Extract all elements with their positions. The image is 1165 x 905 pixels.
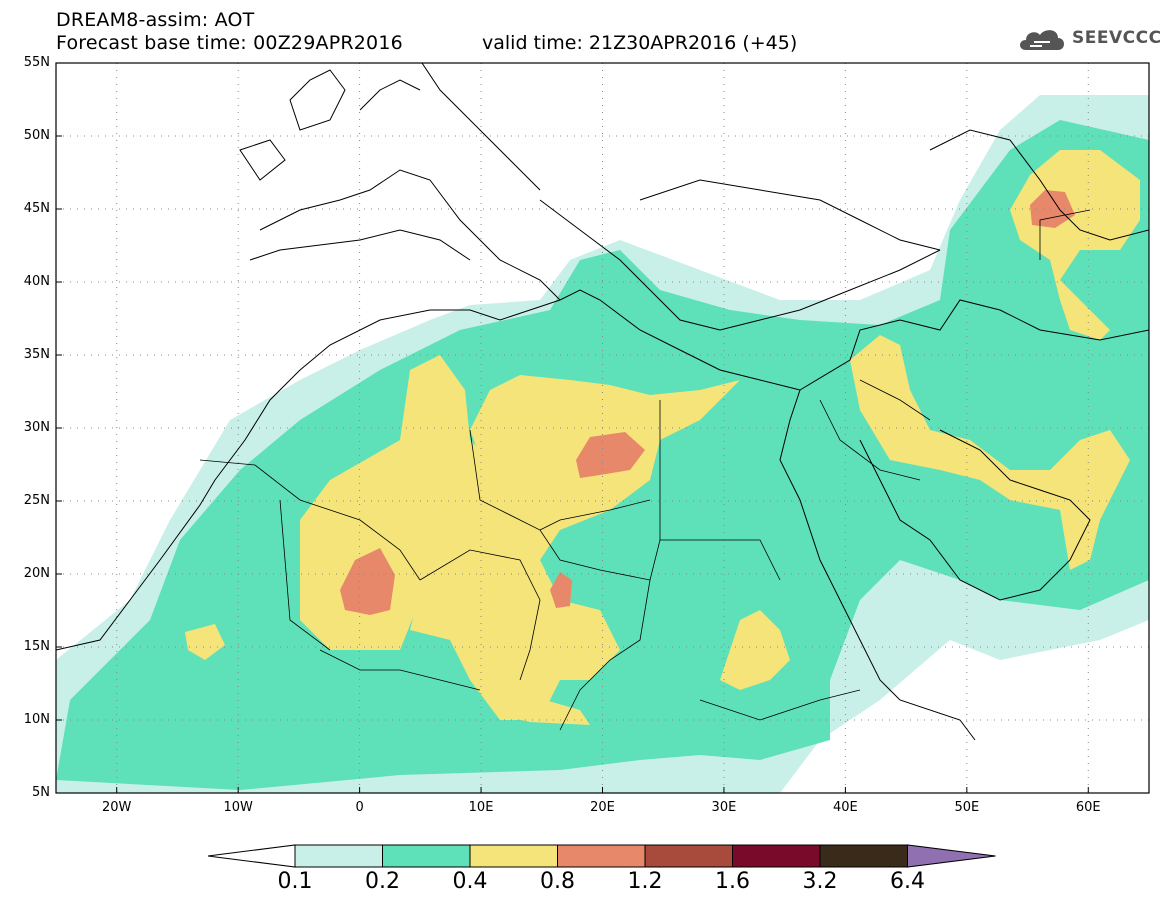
lon-label: 10W	[223, 800, 253, 815]
colorbar-label: 0.2	[365, 869, 400, 894]
lat-label: 25N	[23, 493, 50, 508]
lon-label: 60E	[1075, 800, 1101, 815]
lat-label: 45N	[23, 201, 50, 216]
aot-contour-0.4-central	[410, 375, 740, 720]
colorbar-under-arrow	[207, 844, 296, 868]
colorbar-label: 0.1	[277, 869, 313, 894]
colorbar-label: 1.2	[627, 869, 663, 894]
lat-label: 10N	[23, 712, 50, 727]
coastlines	[56, 63, 1149, 741]
lat-label: 55N	[23, 55, 50, 70]
lat-label: 30N	[23, 420, 50, 435]
country-borders	[199, 209, 1091, 731]
aot-contour-0.8-d	[1030, 190, 1075, 228]
lat-label: 5N	[32, 785, 50, 800]
lon-label: 30E	[711, 800, 737, 815]
aot-contour-0.4-east	[850, 335, 1130, 570]
lon-label: 20W	[102, 800, 132, 815]
lat-label: 40N	[23, 274, 50, 289]
colorbar-label: 0.4	[452, 869, 488, 894]
lon-label: 50E	[954, 800, 980, 815]
seevccc-logo: SEEVCCC	[1016, 22, 1161, 56]
colorbar-cell	[382, 844, 471, 868]
lat-label: 35N	[23, 347, 50, 362]
aot-contour-0.4-sahel	[480, 670, 590, 725]
lat-label: 20N	[23, 566, 50, 581]
colorbar-cell	[469, 844, 558, 868]
graticule	[56, 63, 1149, 793]
colorbar-cell	[294, 844, 383, 868]
colorbar-cell	[557, 844, 646, 868]
lon-label: 40E	[832, 800, 858, 815]
colorbar-cell	[732, 844, 821, 868]
logo-text: SEEVCCC	[1072, 28, 1162, 48]
aot-contour-0.4-west-small	[185, 624, 225, 660]
colorbar-over-arrow	[907, 844, 996, 868]
colorbar-label: 0.8	[540, 869, 575, 894]
lat-label: 50N	[23, 128, 50, 143]
colorbar-label: 6.4	[890, 869, 925, 894]
colorbar-label: 1.6	[715, 869, 750, 894]
map-title: DREAM8-assim: AOT	[56, 9, 255, 31]
aot-contour-0.8-c	[550, 572, 572, 608]
cloud-icon	[1020, 30, 1064, 50]
lat-label: 15N	[23, 639, 50, 654]
aot-contour-0.8-b	[576, 432, 645, 478]
forecast-base-time: Forecast base time: 00Z29APR2016	[56, 32, 403, 54]
lon-label: 0	[355, 800, 364, 815]
lon-label: 20E	[590, 800, 615, 815]
lon-label: 10E	[468, 800, 494, 815]
aot-contour-0.4-sudan	[720, 610, 790, 690]
colorbar-label: 3.2	[802, 869, 838, 894]
aot-contour-0.8-a	[340, 548, 395, 615]
axis-ticks	[56, 62, 1089, 794]
colorbar-cell	[644, 844, 733, 868]
valid-time: valid time: 21Z30APR2016 (+45)	[482, 32, 798, 54]
colorbar-cell	[819, 844, 908, 868]
